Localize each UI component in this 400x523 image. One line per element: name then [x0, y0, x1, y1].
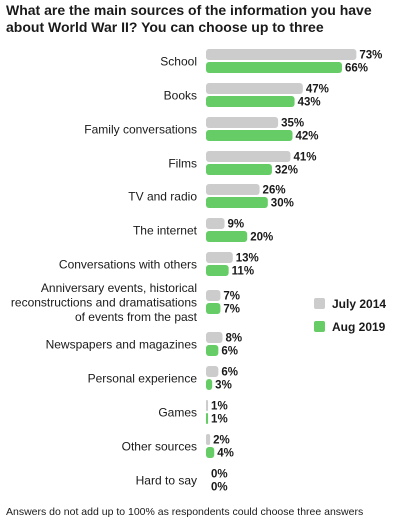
data-label: 0% — [211, 469, 228, 481]
bar-aug-2019 — [206, 345, 219, 356]
data-label: 20% — [250, 232, 273, 244]
bar-aug-2019 — [206, 265, 229, 276]
data-label: 7% — [223, 304, 240, 316]
data-label: 1% — [211, 401, 228, 413]
data-label: 0% — [211, 482, 228, 494]
data-label: 35% — [281, 118, 304, 130]
data-label: 26% — [263, 185, 286, 197]
footnote: Answers do not add up to 100% as respond… — [6, 506, 364, 518]
data-label: 1% — [211, 414, 228, 426]
category-label: The internet — [133, 224, 198, 238]
bar-aug-2019 — [206, 413, 209, 424]
data-label: 41% — [293, 152, 316, 164]
bar-aug-2019 — [206, 379, 213, 390]
data-label: 8% — [225, 333, 242, 345]
data-label: 13% — [236, 253, 259, 265]
bar-aug-2019 — [206, 197, 268, 208]
data-label: 3% — [215, 380, 232, 392]
category-label: of events from the past — [75, 310, 198, 324]
data-label: 2% — [213, 435, 230, 447]
data-label: 6% — [221, 346, 238, 358]
bar-july-2014 — [206, 332, 223, 343]
bar-july-2014 — [206, 184, 260, 195]
data-label: 4% — [217, 448, 234, 460]
bar-july-2014 — [206, 117, 279, 128]
bar-july-2014 — [206, 366, 219, 377]
category-label: Conversations with others — [59, 258, 197, 272]
data-label: 9% — [228, 219, 245, 231]
legend-swatch — [314, 298, 325, 309]
bar-aug-2019 — [206, 447, 215, 458]
category-label: reconstructions and dramatisations — [11, 296, 197, 310]
data-label: 30% — [271, 198, 294, 210]
category-label: Games — [158, 406, 197, 420]
bar-july-2014 — [206, 400, 209, 411]
data-label: 43% — [298, 97, 321, 109]
data-label: 73% — [359, 50, 382, 62]
bar-july-2014 — [206, 151, 291, 162]
category-label: Anniversary events, historical — [41, 281, 197, 295]
category-label: TV and radio — [128, 190, 197, 204]
category-label: Newspapers and magazines — [46, 338, 197, 352]
bar-july-2014 — [206, 434, 211, 445]
bar-july-2014 — [206, 218, 225, 229]
bar-july-2014 — [206, 83, 303, 94]
legend-swatch — [314, 321, 325, 332]
data-label: 6% — [221, 367, 238, 379]
bar-aug-2019 — [206, 130, 293, 141]
data-label: 42% — [296, 131, 319, 143]
category-label: Personal experience — [88, 372, 198, 386]
category-label: Books — [164, 89, 197, 103]
bar-july-2014 — [206, 252, 233, 263]
category-label: Other sources — [122, 440, 197, 454]
chart-title: What are the main sources of the informa… — [6, 2, 372, 35]
data-label: 47% — [306, 84, 329, 96]
bar-aug-2019 — [206, 164, 272, 175]
category-label: Hard to say — [136, 474, 197, 488]
data-label: 7% — [223, 291, 240, 303]
legend-label: July 2014 — [332, 297, 386, 311]
data-label: 32% — [275, 165, 298, 177]
legend-label: Aug 2019 — [332, 320, 386, 334]
bar-aug-2019 — [206, 96, 295, 107]
bar-july-2014 — [206, 49, 357, 60]
bar-aug-2019 — [206, 231, 248, 242]
category-label: Films — [168, 157, 197, 171]
bar-aug-2019 — [206, 62, 342, 73]
bar-aug-2019 — [206, 303, 221, 314]
bar-july-2014 — [206, 290, 221, 301]
category-label: Family conversations — [84, 123, 197, 137]
data-label: 11% — [232, 266, 254, 278]
category-label: School — [160, 55, 197, 69]
data-label: 66% — [345, 63, 368, 75]
